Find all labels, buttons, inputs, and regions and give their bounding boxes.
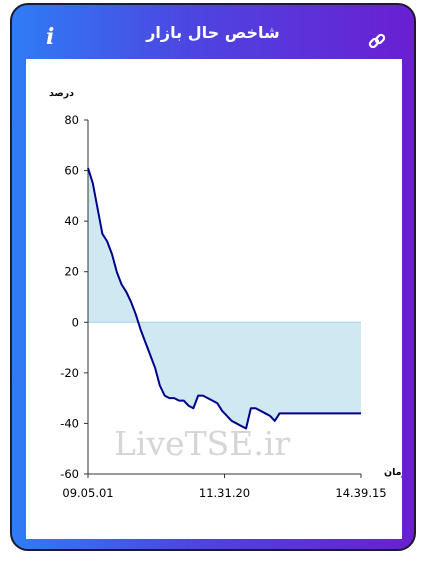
y-tick-label: -60 (60, 467, 79, 481)
x-tick-label: 14.39.15 (335, 486, 386, 500)
market-index-chart: درصد زمان LiveTSE.ir 80 60 40 20 0 -20 -40 -60 0… (49, 88, 402, 500)
y-tick-label: 80 (64, 113, 79, 127)
y-tick-label: 0 (72, 315, 79, 329)
app-card: i شاخص حال بازار درصد زمان LiveTSE.ir 80… (10, 3, 416, 551)
chart-panel: درصد زمان LiveTSE.ir 80 60 40 20 0 -20 -40 -60 0… (26, 59, 402, 539)
plot-area: 80 60 40 20 0 -20 -40 -60 09.05.01 11.31.20 14.39.… (60, 113, 386, 500)
y-tick-label: -20 (60, 366, 79, 380)
y-axis-title: درصد (49, 88, 74, 99)
watermark-text: LiveTSE.ir (114, 424, 290, 463)
link-icon[interactable] (368, 32, 386, 50)
y-tick-label: 60 (64, 164, 79, 178)
area-fill (88, 168, 361, 429)
info-icon[interactable]: i (46, 24, 55, 50)
page-title: شاخص حال بازار (146, 23, 280, 42)
header-bar: i شاخص حال بازار (12, 5, 414, 57)
x-tick-label: 09.05.01 (62, 486, 113, 500)
x-axis-title: زمان (384, 467, 402, 478)
y-tick-label: 20 (64, 265, 79, 279)
y-tick-label: 40 (64, 214, 79, 228)
x-tick-label: 11.31.20 (199, 486, 250, 500)
y-tick-label: -40 (60, 416, 79, 430)
series-line (87, 167, 361, 430)
